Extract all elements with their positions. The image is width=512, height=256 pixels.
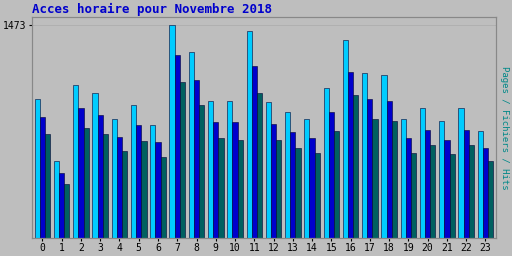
- Bar: [353, 95, 358, 238]
- Bar: [463, 130, 469, 238]
- Y-axis label: Pages / Fichiers / Hits: Pages / Fichiers / Hits: [500, 66, 509, 189]
- Bar: [238, 140, 243, 238]
- Bar: [180, 82, 185, 238]
- Bar: [92, 93, 98, 238]
- Bar: [439, 121, 444, 238]
- Bar: [169, 25, 175, 238]
- Bar: [348, 72, 353, 238]
- Bar: [131, 105, 136, 238]
- Bar: [122, 151, 127, 238]
- Bar: [290, 132, 295, 238]
- Bar: [213, 122, 219, 238]
- Bar: [246, 31, 252, 238]
- Bar: [309, 138, 315, 238]
- Bar: [208, 101, 213, 238]
- Bar: [194, 80, 199, 238]
- Bar: [381, 75, 387, 238]
- Bar: [343, 40, 348, 238]
- Bar: [304, 119, 309, 238]
- Bar: [227, 101, 232, 238]
- Bar: [59, 173, 65, 238]
- Bar: [156, 143, 161, 238]
- Bar: [387, 101, 392, 238]
- Bar: [45, 134, 50, 238]
- Bar: [83, 128, 89, 238]
- Bar: [411, 153, 416, 238]
- Bar: [334, 131, 339, 238]
- Bar: [266, 102, 271, 238]
- Bar: [444, 140, 450, 238]
- Bar: [232, 122, 238, 238]
- Bar: [469, 145, 474, 238]
- Bar: [420, 108, 425, 238]
- Bar: [161, 157, 166, 238]
- Bar: [35, 99, 40, 238]
- Bar: [324, 88, 329, 238]
- Bar: [285, 112, 290, 238]
- Bar: [488, 161, 493, 238]
- Text: Acces horaire pour Novembre 2018: Acces horaire pour Novembre 2018: [32, 3, 272, 16]
- Bar: [406, 138, 411, 238]
- Bar: [425, 130, 430, 238]
- Bar: [40, 116, 45, 238]
- Bar: [430, 145, 436, 238]
- Bar: [136, 125, 141, 238]
- Bar: [98, 115, 103, 238]
- Bar: [199, 105, 204, 238]
- Bar: [276, 140, 282, 238]
- Bar: [392, 121, 397, 238]
- Bar: [478, 131, 483, 238]
- Bar: [450, 154, 455, 238]
- Bar: [458, 108, 463, 238]
- Bar: [141, 141, 146, 238]
- Bar: [252, 66, 257, 238]
- Bar: [175, 55, 180, 238]
- Bar: [117, 137, 122, 238]
- Bar: [362, 73, 367, 238]
- Bar: [73, 85, 78, 238]
- Bar: [54, 161, 59, 238]
- Bar: [257, 93, 262, 238]
- Bar: [78, 108, 83, 238]
- Bar: [112, 119, 117, 238]
- Bar: [150, 125, 156, 238]
- Bar: [65, 184, 70, 238]
- Bar: [400, 119, 406, 238]
- Bar: [295, 148, 301, 238]
- Bar: [329, 112, 334, 238]
- Bar: [219, 138, 224, 238]
- Bar: [315, 153, 320, 238]
- Bar: [189, 52, 194, 238]
- Bar: [373, 119, 378, 238]
- Bar: [271, 124, 276, 238]
- Bar: [483, 148, 488, 238]
- Bar: [103, 134, 108, 238]
- Bar: [367, 99, 373, 238]
